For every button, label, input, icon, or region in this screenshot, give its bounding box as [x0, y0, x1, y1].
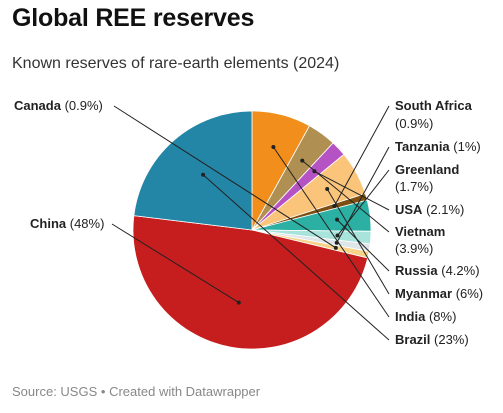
chart-title: Global REE reserves	[12, 4, 255, 32]
pie-slices	[132, 110, 372, 350]
slice-label-value: (6%)	[452, 286, 483, 301]
leader-dot-vietnam	[300, 158, 305, 163]
leader-dot-tanzania	[334, 240, 339, 245]
leader-dot-china	[236, 300, 241, 305]
slice-label-name: Brazil	[395, 332, 430, 347]
slice-label-russia: Russia (4.2%)	[395, 263, 480, 278]
leader-line-russia	[336, 219, 390, 272]
leader-line-canada	[113, 105, 337, 249]
leader-dot-usa	[312, 169, 317, 174]
leader-dot-greenland	[335, 233, 340, 238]
slice-label-usa: USA (2.1%)	[395, 202, 464, 217]
slice-labels: India (8%) Vietnam (3.9%) USA (2.1%) Myanmar…	[14, 98, 483, 347]
pie-slice-china	[132, 215, 369, 350]
slice-label-name: South Africa	[395, 98, 473, 113]
leader-dot-canada	[333, 245, 338, 250]
chart-footer: Source: USGS • Created with Datawrapper	[12, 384, 260, 399]
slice-label-vietnam: Vietnam (3.9%)	[395, 224, 445, 256]
leader-line-myanmar	[326, 188, 390, 295]
leader-dot-brazil	[201, 172, 206, 177]
leader-line-south-africa	[333, 105, 390, 207]
leader-dot-india	[271, 145, 276, 150]
source-text: Source: USGS	[12, 384, 98, 399]
slice-label-value: (1.7%)	[395, 179, 433, 194]
slice-label-greenland: Greenland (1.7%)	[395, 162, 459, 194]
slice-label-name: Vietnam	[395, 224, 445, 239]
slice-label-value: (3.9%)	[395, 241, 433, 256]
leader-dot-myanmar	[325, 186, 330, 191]
chart-subtitle: Known reserves of rare-earth elements (2…	[12, 55, 340, 72]
leader-dot-south-africa	[332, 204, 337, 209]
slice-label-india: India (8%)	[395, 309, 456, 324]
slice-label-name: India	[395, 309, 426, 324]
credit-text: Created with Datawrapper	[109, 384, 261, 399]
slice-label-name: Canada	[14, 98, 62, 113]
leader-line-brazil	[202, 174, 390, 341]
slice-label-china: China (48%)	[30, 216, 104, 231]
slice-label-myanmar: Myanmar (6%)	[395, 286, 483, 301]
slice-label-value: (0.9%)	[395, 116, 433, 131]
slice-label-value: (1%)	[450, 139, 481, 154]
slice-label-name: China	[30, 216, 67, 231]
slice-label-value: (0.9%)	[61, 98, 103, 113]
slice-label-tanzania: Tanzania (1%)	[395, 139, 481, 154]
slice-label-name: Tanzania	[395, 139, 450, 154]
pie-slice-brazil	[133, 110, 253, 231]
leader-line-usa	[314, 170, 390, 211]
slice-label-name: Greenland	[395, 162, 459, 177]
slice-label-name: Russia	[395, 263, 438, 278]
leader-dot-russia	[335, 217, 340, 222]
slice-label-value: (4.2%)	[438, 263, 480, 278]
leader-line-tanzania	[336, 146, 390, 244]
slice-label-brazil: Brazil (23%)	[395, 332, 469, 347]
leader-line-china	[111, 223, 240, 304]
slice-label-value: (23%)	[430, 332, 468, 347]
slice-label-name: Myanmar	[395, 286, 452, 301]
slice-label-value: (2.1%)	[422, 202, 464, 217]
leader-lines	[111, 105, 390, 341]
slice-label-name: USA	[395, 202, 423, 217]
leader-line-india	[272, 146, 390, 318]
footer-separator: •	[100, 384, 106, 399]
slice-label-value: (8%)	[425, 309, 456, 324]
slice-label-value: (48%)	[66, 216, 104, 231]
slice-label-south-africa: South Africa (0.9%)	[395, 98, 473, 131]
slice-label-canada: Canada (0.9%)	[14, 98, 103, 113]
